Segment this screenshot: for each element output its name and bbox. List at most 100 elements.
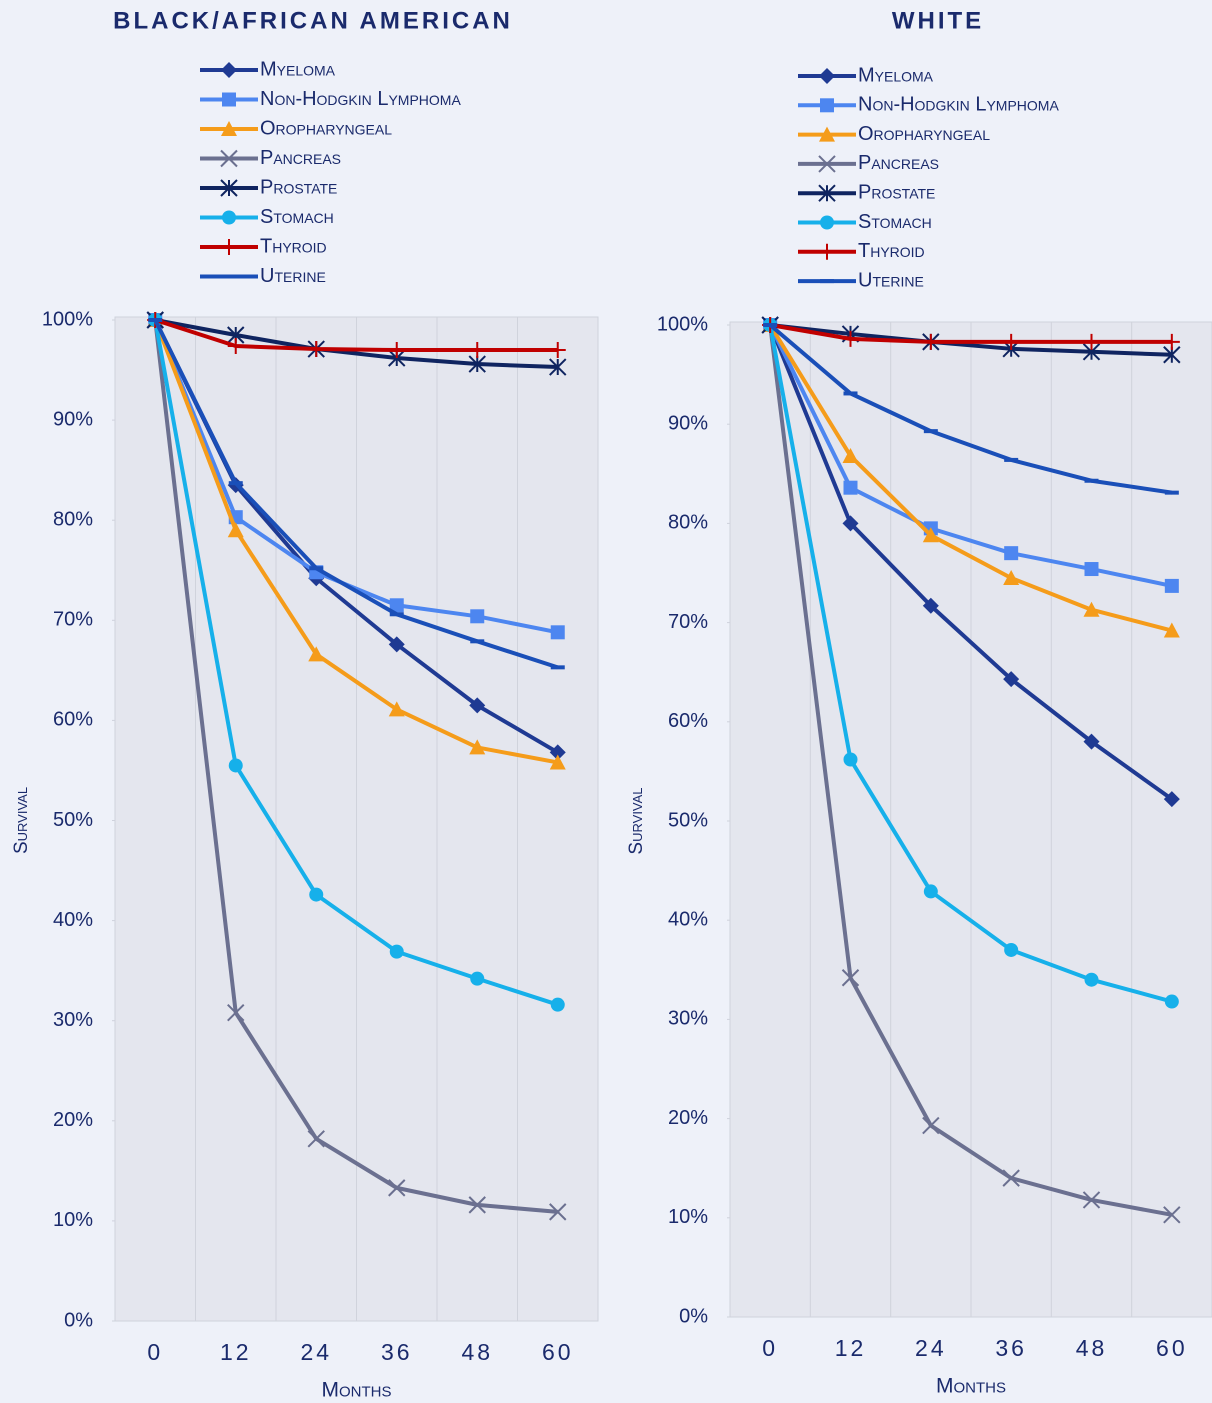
- y-tick-label: 90%: [668, 412, 708, 434]
- marker: [549, 358, 567, 376]
- marker: [818, 155, 836, 173]
- marker: [389, 944, 404, 959]
- legend-label: Thyroid: [260, 235, 327, 257]
- series-line: [153, 319, 559, 1007]
- legend-label: Uterine: [858, 269, 924, 291]
- marker: [841, 969, 860, 987]
- marker: [842, 447, 859, 463]
- marker: [388, 342, 405, 359]
- y-tick-label: 50%: [53, 809, 93, 831]
- marker: [389, 598, 404, 613]
- legend-label: Stomach: [858, 211, 932, 233]
- x-tick-label: 60: [1156, 1335, 1188, 1361]
- marker: [222, 92, 236, 107]
- y-axis-title: Survival: [11, 787, 32, 854]
- series-line: [154, 318, 558, 353]
- x-tick-label: 24: [300, 1339, 332, 1365]
- x-tick-label: 36: [995, 1335, 1027, 1361]
- marker: [1003, 333, 1020, 350]
- x-tick-label: 0: [147, 1339, 163, 1365]
- marker: [469, 342, 486, 359]
- marker: [1003, 569, 1020, 585]
- marker: [922, 597, 939, 614]
- marker: [1004, 942, 1019, 957]
- y-tick-label: 30%: [53, 1009, 93, 1031]
- series-line: [768, 324, 1173, 1217]
- chart: BLACK/AFRICAN AMERICAN 0% 10% 20% 30% 40% 50% 6…: [11, 7, 599, 1402]
- marker: [1164, 994, 1179, 1009]
- y-tick-label: 100%: [657, 313, 708, 335]
- legend-label: Thyroid: [858, 240, 925, 262]
- marker: [227, 338, 244, 355]
- marker: [388, 701, 405, 717]
- marker: [1002, 1169, 1020, 1187]
- marker: [843, 752, 858, 767]
- marker: [1083, 733, 1100, 750]
- marker: [922, 333, 939, 350]
- legend-label: Myeloma: [260, 58, 336, 80]
- y-tick-label: 70%: [668, 611, 708, 633]
- chart-title: WHITE: [892, 7, 984, 34]
- series-line: [768, 324, 1173, 801]
- x-tick-label: 60: [542, 1339, 574, 1365]
- x-tick-label: 48: [461, 1339, 493, 1365]
- series-line: [153, 319, 559, 635]
- y-tick-label: 70%: [53, 609, 93, 631]
- legend-label: Non-Hodgkin Lymphoma: [858, 94, 1059, 116]
- marker: [221, 239, 237, 255]
- marker: [388, 636, 405, 653]
- legend-label: Non-Hodgkin Lymphoma: [260, 88, 461, 110]
- legend-label: Oropharyngeal: [260, 117, 392, 139]
- marker: [470, 609, 485, 624]
- marker: [922, 527, 939, 543]
- y-tick-label: 40%: [668, 908, 708, 930]
- y-tick-label: 30%: [668, 1008, 708, 1030]
- marker: [549, 342, 566, 359]
- marker: [923, 884, 938, 899]
- marker: [468, 1196, 486, 1214]
- marker: [227, 522, 244, 538]
- marker: [549, 754, 566, 770]
- x-axis-title: Months: [936, 1375, 1006, 1398]
- legend-label: Uterine: [260, 265, 326, 287]
- marker: [820, 98, 834, 113]
- legend-label: Prostate: [260, 176, 337, 198]
- series-line: [768, 323, 1173, 495]
- series-line: [768, 323, 1173, 633]
- marker: [1083, 601, 1100, 617]
- marker: [550, 625, 565, 640]
- marker: [469, 697, 486, 714]
- marker: [549, 744, 566, 761]
- y-tick-label: 60%: [668, 710, 708, 732]
- marker: [1163, 791, 1180, 808]
- marker: [819, 68, 835, 84]
- y-tick-label: 90%: [53, 408, 93, 430]
- y-tick-label: 40%: [53, 909, 93, 931]
- y-tick-label: 0%: [64, 1309, 93, 1331]
- y-tick-label: 10%: [53, 1209, 93, 1231]
- marker: [220, 179, 238, 197]
- marker: [1082, 1191, 1101, 1209]
- x-tick-label: 0: [762, 1335, 778, 1361]
- x-axis-title: Months: [322, 1379, 392, 1402]
- marker: [922, 1116, 940, 1135]
- marker: [820, 215, 834, 230]
- marker: [1083, 333, 1100, 350]
- marker: [818, 184, 836, 202]
- marker: [842, 330, 859, 347]
- y-tick-label: 20%: [53, 1109, 93, 1131]
- marker: [221, 121, 237, 136]
- series-line: [769, 323, 1172, 344]
- series-line: [153, 319, 558, 1214]
- marker: [469, 739, 486, 755]
- marker: [1163, 333, 1180, 350]
- y-axis-title: Survival: [626, 787, 647, 854]
- x-tick-label: 24: [915, 1335, 947, 1361]
- marker: [307, 1130, 325, 1148]
- marker: [308, 646, 325, 662]
- legend-label: Oropharyngeal: [858, 123, 990, 145]
- marker: [1004, 546, 1019, 561]
- chart: WHITE 0% 10% 20% 30% 40% 50% 60% 70% 80% 90% 100% 0 1…: [626, 7, 1212, 1398]
- series-line: [153, 319, 559, 765]
